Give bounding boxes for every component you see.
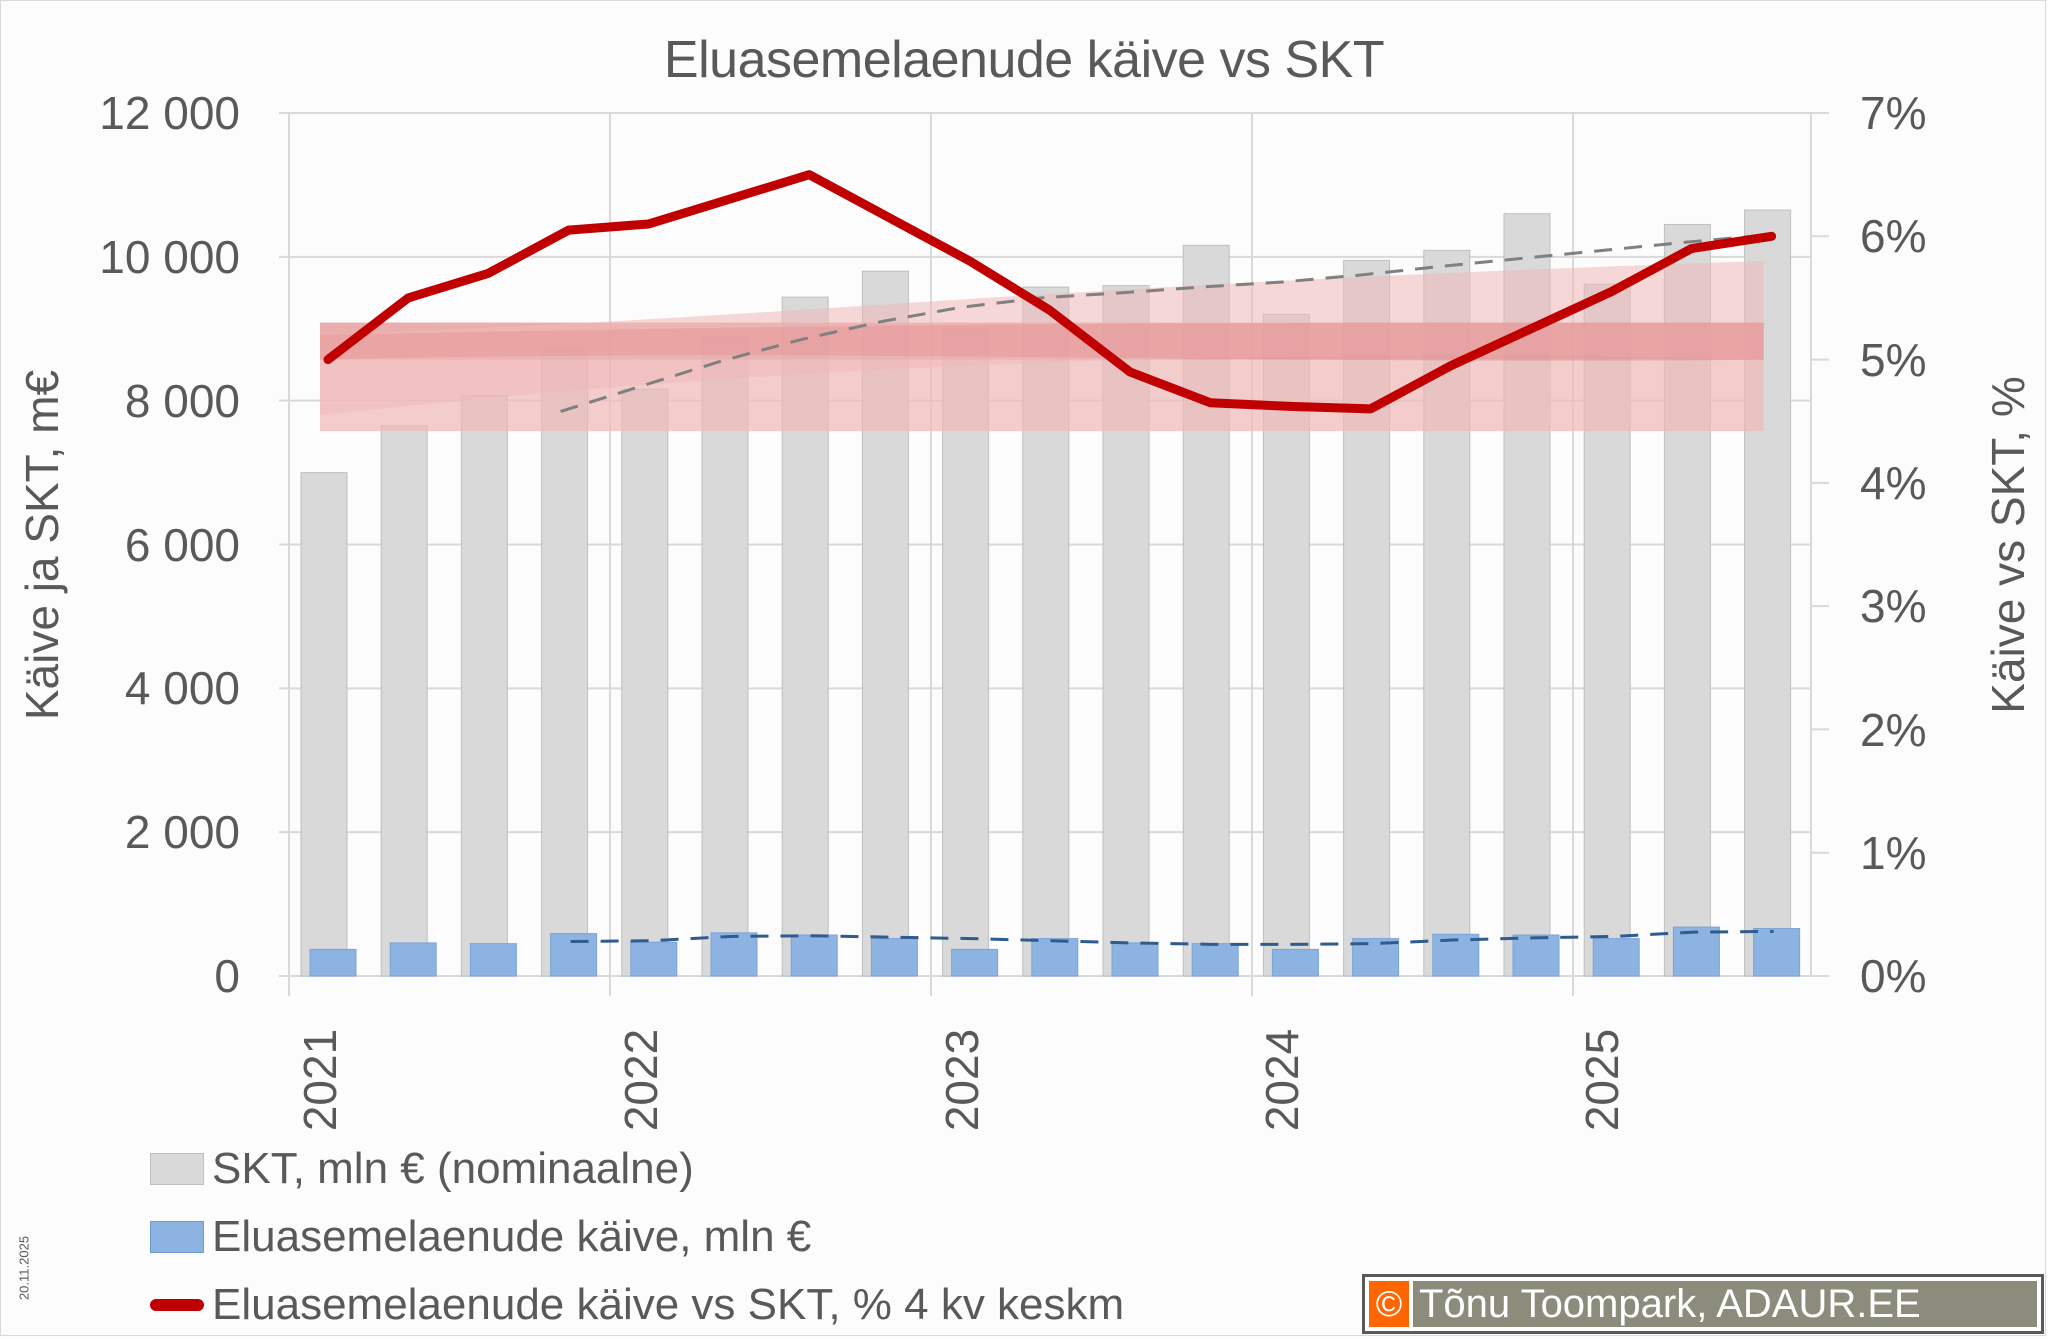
legend-label: SKT, mln € (nominaalne) xyxy=(212,1144,694,1193)
left-tick: 2 000 xyxy=(124,806,240,858)
right-tick: 2% xyxy=(1860,704,1927,756)
left-tick: 0 xyxy=(214,950,240,1002)
legend-label: Eluasemelaenude käive, mln € xyxy=(212,1212,812,1261)
date-stamp: 20.11.2025 xyxy=(16,1235,32,1301)
right-tick: 0% xyxy=(1860,950,1927,1002)
legend-item-skt: SKT, mln € (nominaalne) xyxy=(150,1135,1124,1203)
ratio-line xyxy=(323,170,1777,414)
legend: SKT, mln € (nominaalne) Eluasemelaenude … xyxy=(150,1135,1124,1339)
legend-item-loans: Eluasemelaenude käive, mln € xyxy=(150,1203,1124,1271)
right-tick: 4% xyxy=(1860,457,1927,509)
left-tick: 6 000 xyxy=(124,519,240,571)
loan-trend-line xyxy=(570,929,1774,946)
left-tick: 8 000 xyxy=(124,375,240,427)
forecast-bands xyxy=(320,260,1764,432)
gray-bar-swatch-icon xyxy=(150,1153,204,1185)
chart-title: Eluasemelaenude käive vs SKT xyxy=(663,31,1385,89)
right-tick: 6% xyxy=(1860,210,1927,262)
red-line-swatch-icon xyxy=(150,1299,204,1311)
right-tick: 1% xyxy=(1860,827,1927,879)
copyright-text: Tõnu Toompark, ADAUR.EE xyxy=(1413,1281,2037,1327)
blue-bar-swatch-icon xyxy=(150,1221,204,1253)
legend-item-ratio: Eluasemelaenude käive vs SKT, % 4 kv kes… xyxy=(150,1271,1124,1339)
right-tick: 7% xyxy=(1860,87,1927,139)
left-tick: 4 000 xyxy=(124,662,240,714)
left-tick: 10 000 xyxy=(99,231,240,283)
right-tick: 5% xyxy=(1860,334,1927,386)
left-tick: 12 000 xyxy=(99,87,240,139)
skt-trend-line xyxy=(560,233,1764,413)
copyright-badge: © Tõnu Toompark, ADAUR.EE xyxy=(1362,1274,2044,1334)
copyright-icon: © xyxy=(1369,1281,1409,1327)
legend-label: Eluasemelaenude käive vs SKT, % 4 kv kes… xyxy=(212,1280,1125,1329)
loan-bars xyxy=(309,926,1801,977)
right-tick: 3% xyxy=(1860,580,1927,632)
